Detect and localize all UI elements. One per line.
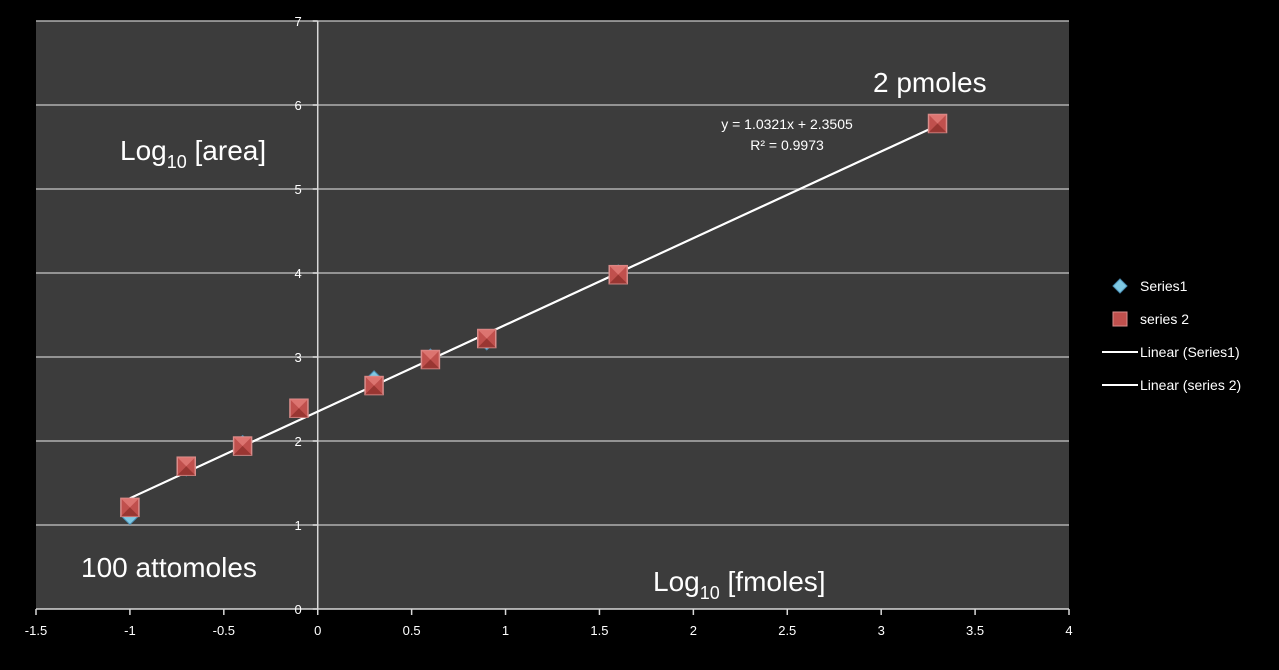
point-facet-top — [177, 457, 196, 467]
y-tick-label: 3 — [294, 350, 301, 365]
data-points — [120, 113, 948, 526]
trendlines — [129, 124, 938, 500]
point-series2 — [120, 497, 140, 518]
y-axis-title: Log10 [area] — [120, 135, 266, 172]
point-facet-top — [233, 437, 252, 447]
x-tick-label: 3 — [878, 623, 885, 638]
high-amount-label: 2 pmoles — [873, 67, 987, 98]
point-facet-bottom — [233, 446, 252, 456]
point-facet-top — [928, 114, 947, 124]
x-tick-label: 0 — [314, 623, 321, 638]
trendline-equation: y = 1.0321x + 2.3505 — [721, 116, 853, 132]
point-series2 — [477, 328, 497, 349]
legend-marker-series1 — [1112, 278, 1128, 294]
point-series2 — [289, 398, 309, 418]
x-tick-label: -1 — [124, 623, 136, 638]
trendline-r-squared: R² = 0.9973 — [750, 137, 824, 153]
y-tick-label: 0 — [294, 602, 301, 617]
grid-lines — [36, 20, 1069, 526]
x-tick-label: 1 — [502, 623, 509, 638]
y-tick-label: 7 — [294, 14, 301, 29]
point-facet-top — [609, 265, 628, 275]
point-series2 — [927, 113, 948, 134]
x-tick-label: -1.5 — [25, 623, 47, 638]
point-series2 — [176, 456, 197, 476]
x-axis-title: Log10 [fmoles] — [653, 566, 826, 603]
legend-marker-series2 — [1112, 311, 1128, 327]
point-facet-bottom — [289, 408, 308, 418]
low-amount-label: 100 attomoles — [81, 552, 257, 583]
y-tick-label: 1 — [294, 518, 301, 533]
y-tick-label: 2 — [294, 434, 301, 449]
x-tick-label: -0.5 — [213, 623, 235, 638]
y-tick-label: 5 — [294, 182, 301, 197]
x-tick-label: 0.5 — [403, 623, 421, 638]
legend-label: series 2 — [1140, 311, 1189, 327]
point-facet-top — [365, 376, 384, 386]
point-facet-top — [120, 498, 139, 508]
point-facet-bottom — [928, 123, 947, 133]
legend: Series1 series 2 Linear (Series1) Linear (s… — [1102, 278, 1241, 393]
point-series2 — [608, 264, 628, 285]
legend-label: Linear (Series1) — [1140, 344, 1240, 360]
point-facet-top — [421, 350, 440, 360]
point-series2 — [420, 349, 441, 370]
y-tick-label: 4 — [294, 266, 301, 281]
point-facet-bottom — [177, 466, 196, 476]
point-facet-bottom — [477, 338, 496, 348]
point-facet-bottom — [120, 507, 139, 517]
legend-label: Linear (series 2) — [1140, 377, 1241, 393]
point-series2 — [364, 375, 384, 396]
point-facet-bottom — [365, 385, 384, 395]
x-tick-label: 2.5 — [778, 623, 796, 638]
point-facet-top — [289, 399, 308, 409]
x-tick-label: 3.5 — [966, 623, 984, 638]
point-facet-top — [477, 329, 496, 339]
legend-label: Series1 — [1140, 278, 1188, 294]
point-series2 — [232, 436, 253, 456]
x-tick-label: 2 — [690, 623, 697, 638]
x-tick-label: 4 — [1065, 623, 1072, 638]
point-facet-bottom — [421, 359, 440, 369]
x-tick-label: 1.5 — [590, 623, 608, 638]
axes: -1.5 -1 -0.5 0 0.5 1 1.5 2 2.5 3 3.5 4 0 1 2 3 4 5 6 7 — [25, 14, 1073, 638]
y-tick-label: 6 — [294, 98, 301, 113]
trendline — [129, 124, 938, 500]
point-facet-bottom — [609, 274, 628, 284]
plot-area — [36, 21, 1069, 609]
